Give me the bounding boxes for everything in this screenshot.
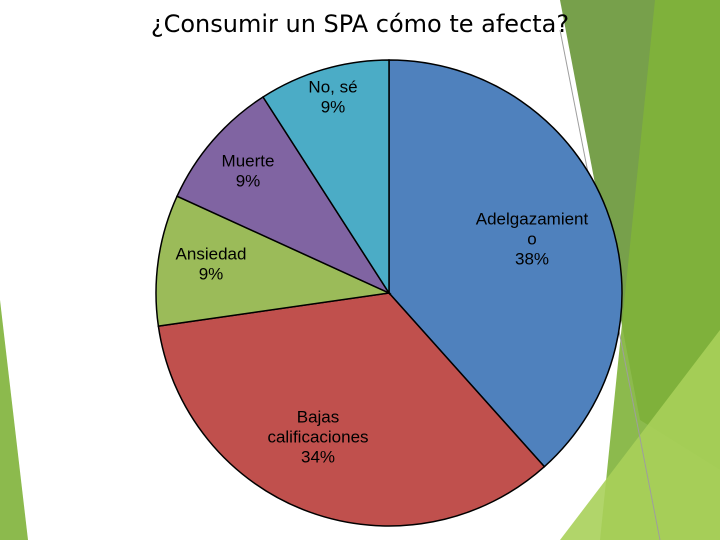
slice-label-line: Adelgazamient: [476, 209, 589, 228]
slice-label-line: No, sé: [308, 77, 357, 96]
slice-label-line: o: [527, 229, 536, 248]
deco-shape-light: [560, 330, 720, 540]
deco-shape-left: [0, 300, 28, 540]
slice-label-line: 9%: [321, 97, 346, 116]
slice-label-line: 9%: [236, 171, 261, 190]
slice-label-line: 34%: [301, 447, 335, 466]
pie-slice-muerte: [176, 95, 392, 295]
slice-label-line: Muerte: [222, 151, 275, 170]
slice-label-line: Ansiedad: [176, 244, 247, 263]
page-title: ¿Consumir un SPA cómo te afecta?: [150, 10, 570, 38]
pie-slice-ansiedad: [155, 195, 392, 328]
slice-label-no-se: No, sé9%: [308, 77, 357, 116]
pie-slice-adelgazamiento: [388, 59, 623, 468]
pie-slice-bajas-calificaciones: [157, 292, 546, 527]
slice-label-line: calificaciones: [267, 427, 368, 446]
slice-label-line: 9%: [199, 264, 224, 283]
pie-slice-no-se: [261, 59, 390, 296]
slice-label-line: 38%: [515, 249, 549, 268]
slice-label-line: Bajas: [297, 407, 340, 426]
